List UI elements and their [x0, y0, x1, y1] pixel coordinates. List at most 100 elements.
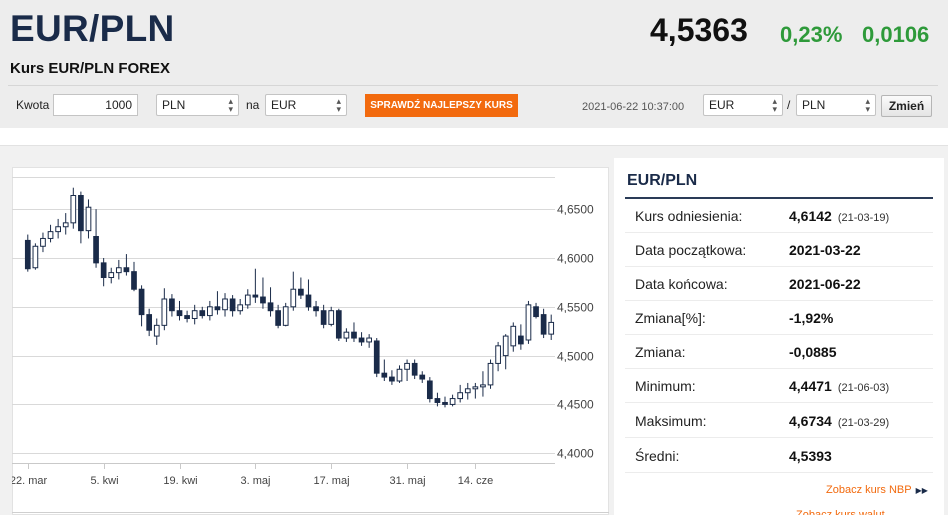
stats-value: 4,4471 (21-06-03) [789, 378, 890, 394]
stats-date: (21-06-03) [837, 382, 890, 394]
stats-row-start-date: Data początkowa: 2021-03-22 [625, 233, 933, 267]
candle-body [434, 398, 441, 403]
stats-row-minimum: Minimum: 4,4471 (21-06-03) [625, 369, 933, 403]
stats-label: Minimum: [635, 378, 696, 394]
stats-value: 2021-03-22 [789, 242, 861, 258]
stats-label: Data końcowa: [635, 276, 728, 292]
candle-body [108, 272, 115, 279]
stats-title: EUR/PLN [627, 172, 698, 189]
candle-body [214, 306, 221, 311]
stats-row-change-pct: Zmiana[%]: -1,92% [625, 301, 933, 335]
stats-row-change: Zmiana: -0,0885 [625, 335, 933, 369]
candle-body [169, 298, 175, 312]
candle-body [244, 294, 251, 306]
candle-body [191, 310, 198, 320]
page-title: EUR/PLN [10, 8, 175, 49]
pair-slash: / [787, 98, 791, 112]
y-tick-label: 4,6500 [557, 203, 594, 217]
best-rate-button[interactable]: SPRAWDŹ NAJLEPSZY KURS [365, 94, 518, 117]
y-tick-label: 4,5000 [557, 350, 594, 364]
y-tick-label: 4,4000 [557, 447, 594, 461]
candle-body [131, 271, 137, 290]
to-currency-select[interactable]: EUR ▴ ▾ [265, 94, 347, 116]
candle-body [70, 195, 77, 224]
candle-body [184, 315, 190, 320]
select-arrows-icon: ▴ ▾ [336, 96, 341, 114]
x-tick-label: 5. kwi [90, 475, 118, 487]
candle-body [442, 401, 448, 405]
change-absolute: 0,0106 [862, 22, 930, 47]
candle-body [267, 302, 274, 312]
stats-value: 2021-06-22 [789, 276, 861, 292]
x-tick-label: 19. kwi [163, 475, 197, 487]
nbp-rate-link[interactable]: Zobacz kurs NBP ▶▶ [826, 484, 928, 496]
candle-body [358, 337, 365, 343]
candle-body [328, 310, 335, 325]
candle-body [93, 236, 99, 264]
header-divider [8, 85, 938, 86]
candle-body [335, 310, 342, 339]
pair-to-select[interactable]: PLN ▴ ▾ [796, 94, 876, 116]
candle-body [320, 310, 327, 325]
candle-body [260, 296, 266, 304]
pair-from-select[interactable]: EUR ▴ ▾ [703, 94, 783, 116]
candle-body [252, 294, 259, 298]
candle-body [176, 310, 183, 317]
candle-body [480, 384, 486, 388]
candle-body [449, 398, 456, 405]
stats-value: -0,0885 [789, 344, 837, 360]
candle-body [85, 206, 92, 232]
candle-body [153, 324, 160, 337]
swap-button[interactable]: Zmień [881, 95, 932, 117]
candle-body [373, 340, 380, 374]
candle-body [366, 337, 373, 343]
page-subtitle: Kurs EUR/PLN FOREX [10, 60, 171, 77]
x-tick-label: 31. maj [389, 475, 425, 487]
candle-body [115, 267, 122, 274]
candle-body [426, 380, 433, 400]
candle-body [32, 245, 39, 269]
candle-body [206, 306, 213, 317]
candle-body [282, 306, 289, 326]
to-currency-value: EUR [271, 98, 297, 112]
candle-body [24, 239, 31, 270]
stats-date: (21-03-29) [837, 417, 890, 429]
candle-body [123, 267, 130, 273]
candle-body [237, 304, 244, 312]
candle-body [305, 294, 312, 308]
stats-row-reference: Kurs odniesienia: 4,6142 (21-03-19) [625, 199, 933, 233]
candle-body [495, 345, 501, 364]
stats-value: 4,5393 [789, 448, 832, 464]
candle-body [525, 304, 532, 341]
x-tick-label: 3. maj [241, 475, 271, 487]
y-tick-label: 4,4500 [557, 398, 594, 412]
amount-input[interactable]: 1000 [53, 94, 138, 116]
stats-title-underline [625, 197, 933, 199]
candle-body [146, 314, 153, 331]
candle-body [502, 335, 509, 357]
candle-body [313, 306, 319, 312]
current-price: 4,5363 [650, 12, 748, 48]
stats-value: -1,92% [789, 310, 834, 326]
candle-body [419, 374, 426, 380]
pair-from-value: EUR [709, 98, 735, 112]
stats-label: Maksimum: [635, 413, 707, 429]
x-tick-label: 17. maj [313, 475, 349, 487]
candle-body [487, 362, 494, 386]
pair-to-value: PLN [802, 98, 826, 112]
to-label: na [246, 98, 260, 112]
candle-body [161, 298, 168, 326]
double-arrow-icon: ▶▶ [915, 486, 928, 495]
from-currency-select[interactable]: PLN ▴ ▾ [156, 94, 239, 116]
next-link-partial[interactable]: Zobacz kurs walut [796, 509, 885, 515]
candle-body [404, 362, 410, 370]
candle-body [472, 386, 479, 390]
amount-label: Kwota [16, 98, 50, 112]
x-tick-label: 14. cze [458, 475, 493, 487]
from-currency-value: PLN [162, 98, 186, 112]
candle-body [464, 388, 471, 394]
stats-panel [614, 158, 944, 515]
candle-body [389, 376, 395, 382]
rate-timestamp: 2021-06-22 10:37:00 [582, 101, 685, 113]
candle-body [78, 195, 84, 232]
